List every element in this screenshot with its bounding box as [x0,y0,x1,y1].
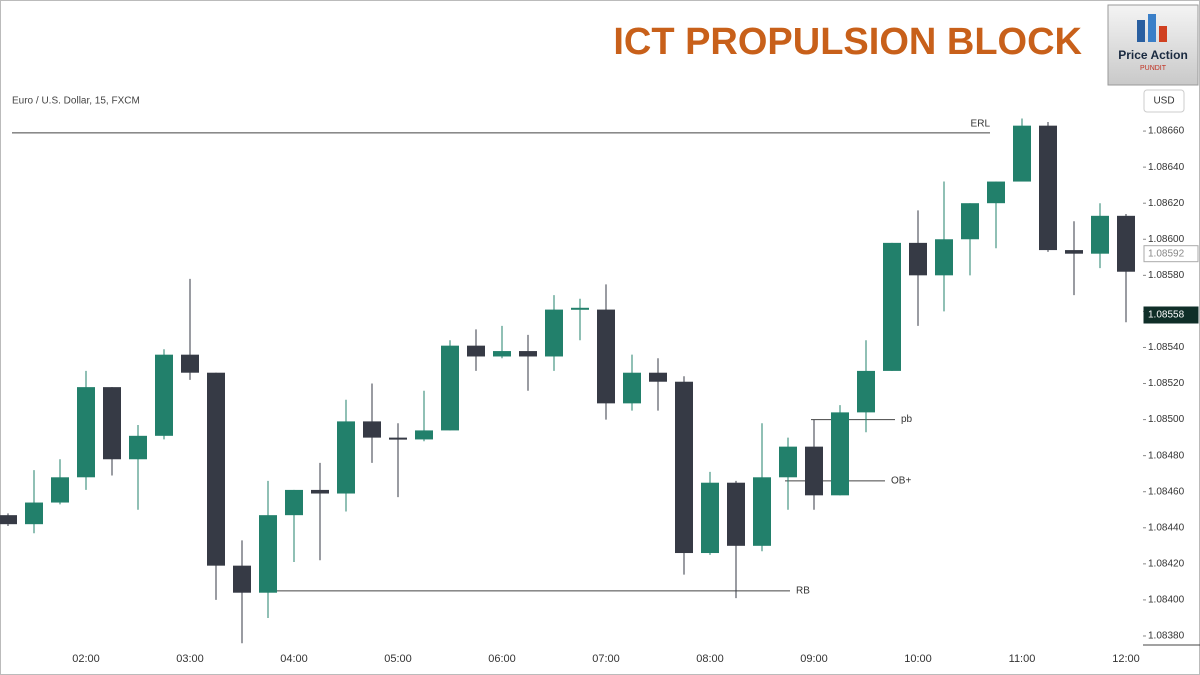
y-tick-label: 1.08500 [1148,414,1185,425]
level-label: ERL [971,119,991,130]
y-tick-label: 1.08580 [1148,270,1185,281]
candle-body [51,477,69,503]
candle-body [311,489,329,494]
candle-body [181,354,199,373]
logo-icon [1148,14,1156,42]
y-tick-label: 1.08520 [1148,378,1185,389]
candle-body [233,565,251,593]
candle-body [987,181,1005,204]
x-tick-label: 06:00 [488,653,516,665]
candle-body [727,482,745,546]
candle-body [779,446,797,478]
candle-body [155,354,173,436]
x-tick-label: 05:00 [384,653,412,665]
x-tick-label: 03:00 [176,653,204,665]
y-tick-label: 1.08400 [1148,595,1185,606]
candle-body [753,477,771,546]
candle-body [415,430,433,440]
candle-body [571,307,589,310]
candle-body [1065,250,1083,254]
candle-body [467,345,485,357]
candle-body [857,370,875,413]
logo-title: Price Action [1118,48,1188,62]
level-label: OB+ [891,476,911,487]
candle-body [935,239,953,276]
candle-body [337,421,355,494]
candle-body [207,372,225,566]
y-tick-label: 1.08480 [1148,450,1185,461]
candle-body [805,446,823,496]
candle-body [103,387,121,460]
candle-body [0,515,17,525]
candle-body [259,515,277,593]
symbol-header: Euro / U.S. Dollar, 15, FXCM [12,96,140,107]
logo-icon [1159,26,1167,42]
x-tick-label: 10:00 [904,653,932,665]
candle-body [675,381,693,554]
y-tick-label: 1.08640 [1148,162,1185,173]
level-label: pb [901,414,913,425]
candle-body [597,309,615,404]
price-tag-label: 1.08592 [1148,248,1185,259]
y-tick-label: 1.08440 [1148,522,1185,533]
x-tick-label: 07:00 [592,653,620,665]
level-label: RB [796,586,810,597]
candle-body [883,242,901,371]
y-tick-label: 1.08380 [1148,631,1185,642]
x-tick-label: 11:00 [1009,653,1036,665]
candle-body [129,435,147,460]
price-tag [1143,306,1199,324]
candle-body [493,351,511,357]
candle-body [25,502,43,525]
candle-body [1117,215,1135,272]
candle-body [363,421,381,438]
currency-box[interactable] [1143,89,1185,113]
candle-body [1013,125,1031,182]
y-tick-label: 1.08660 [1148,126,1185,137]
candle-body [649,372,667,382]
x-tick-label: 02:00 [72,653,100,665]
y-tick-label: 1.08420 [1148,558,1185,569]
x-tick-label: 09:00 [800,653,828,665]
logo-subtitle: PUNDIT [1140,65,1167,72]
y-tick-label: 1.08600 [1148,234,1185,245]
chart-title: ICT PROPULSION BLOCK [613,21,1082,63]
candle-body [441,345,459,431]
candle-body [961,203,979,240]
y-tick-label: 1.08620 [1148,198,1185,209]
candle-body [623,372,641,404]
x-tick-label: 12:00 [1112,653,1140,665]
candle-body [1039,125,1057,251]
price-tag-label: 1.08558 [1148,310,1185,321]
candle-body [909,242,927,276]
candle-body [77,387,95,478]
x-tick-label: 04:00 [280,653,308,665]
candle-body [831,412,849,496]
x-tick-label: 08:00 [696,653,724,665]
price-tag [1143,245,1199,263]
candle-body [519,351,537,357]
y-tick-label: 1.08540 [1148,342,1185,353]
candle-body [701,482,719,554]
candle-body [389,437,407,440]
logo-icon [1137,20,1145,42]
candle-body [1091,215,1109,254]
candle-body [545,309,563,357]
y-tick-label: 1.08460 [1148,486,1185,497]
plot-area [0,118,1135,644]
candle-body [285,489,303,516]
currency[interactable]: USD [1153,96,1174,107]
